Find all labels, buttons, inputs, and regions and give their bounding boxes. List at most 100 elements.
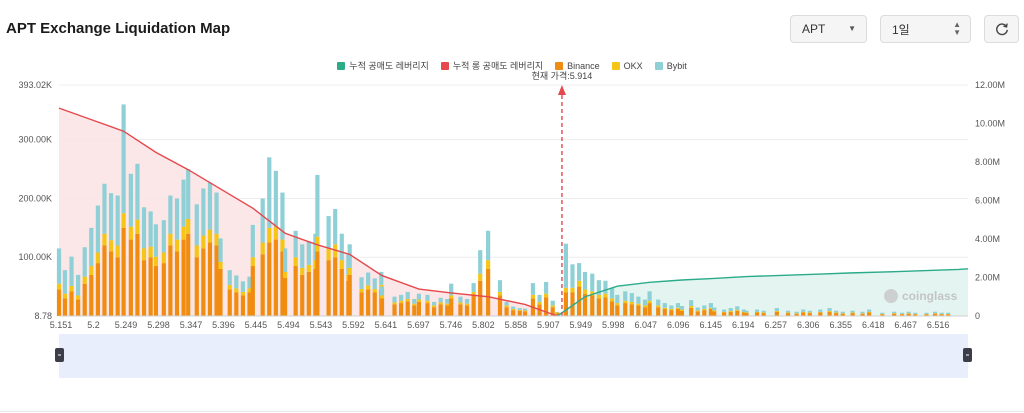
bar-okx: [181, 226, 186, 240]
bar-binance: [785, 313, 791, 316]
legend-label: Bybit: [666, 60, 687, 71]
bar-bybit: [818, 309, 823, 312]
bar-binance: [306, 271, 311, 316]
asset-select[interactable]: APT ▼: [790, 15, 867, 43]
bar-bybit: [603, 280, 608, 294]
bar-binance: [596, 298, 601, 316]
bar-bybit: [148, 211, 153, 247]
bar-binance: [517, 310, 522, 316]
divider: [0, 411, 1024, 412]
legend-label: 누적 롱 공매도 레버리지: [452, 61, 544, 71]
bar-binance: [615, 305, 620, 316]
x-tick-label: 5.697: [407, 320, 430, 330]
bar-okx: [689, 306, 694, 308]
bar-okx: [582, 289, 588, 294]
bar-okx: [522, 310, 528, 312]
bar-okx: [449, 295, 454, 299]
bar-okx: [76, 295, 81, 300]
bar-binance: [689, 307, 694, 316]
bar-binance: [656, 307, 661, 316]
bar-binance: [431, 307, 437, 316]
bar-binance: [850, 313, 855, 316]
legend-swatch: [555, 61, 564, 70]
bar-bybit: [794, 311, 799, 314]
bar-bybit: [207, 182, 213, 230]
bar-bybit: [939, 312, 944, 314]
bar-okx: [412, 303, 417, 306]
bar-okx: [675, 307, 681, 309]
legend-swatch: [440, 61, 449, 70]
bar-bybit: [867, 309, 872, 312]
bar-binance: [186, 233, 191, 316]
bar-binance: [372, 292, 377, 316]
legend-item-long-cumulative[interactable]: 누적 롱 공매도 레버리지: [440, 59, 544, 72]
bar-bybit: [267, 157, 272, 228]
bar-okx: [735, 309, 740, 311]
bar-okx: [445, 303, 450, 306]
bar-bybit: [679, 306, 685, 310]
watermark-text: coinglass: [902, 289, 958, 303]
bar-okx: [850, 312, 855, 314]
bar-binance: [359, 292, 364, 316]
legend-item-short-cumulative[interactable]: 누적 공매도 레버리지: [337, 59, 429, 72]
range-slider-track: [59, 334, 968, 378]
bar-binance: [892, 313, 897, 316]
bar-okx: [555, 312, 560, 314]
bar-binance: [234, 292, 239, 316]
bar-binance: [267, 242, 272, 316]
chart-legend: 누적 공매도 레버리지 누적 롱 공매도 레버리지 Binance OKX By…: [0, 59, 1024, 72]
bar-bybit: [744, 310, 749, 313]
bar-binance: [728, 311, 733, 316]
bar-okx: [425, 300, 430, 304]
x-tick-label: 6.467: [894, 320, 917, 330]
bar-okx: [280, 239, 285, 252]
bar-bybit: [728, 308, 733, 312]
bar-okx: [603, 293, 608, 298]
bar-bybit: [850, 310, 855, 313]
bar-bybit: [695, 307, 700, 311]
bar-okx: [662, 307, 667, 309]
bar-okx: [642, 305, 648, 308]
x-tick-label: 5.445: [245, 320, 268, 330]
bar-binance: [102, 245, 107, 316]
bar-bybit: [615, 294, 620, 304]
bar-okx: [741, 311, 746, 313]
x-tick-label: 6.516: [927, 320, 950, 330]
bar-binance: [161, 263, 166, 316]
bar-bybit: [333, 209, 338, 245]
bar-bybit: [141, 207, 147, 249]
bar-okx: [141, 248, 147, 261]
bar-bybit: [537, 294, 542, 302]
x-tick-label: 5.249: [115, 320, 138, 330]
bar-bybit: [62, 270, 68, 294]
bar-okx: [438, 302, 443, 305]
bar-binance: [128, 239, 133, 316]
legend-item-okx[interactable]: OKX: [611, 59, 643, 72]
bar-okx: [570, 287, 575, 293]
bar-bybit: [522, 308, 528, 311]
bar-binance: [761, 313, 766, 316]
bar-binance: [511, 310, 516, 316]
bar-bybit: [486, 230, 491, 261]
bar-bybit: [128, 173, 133, 227]
bar-bybit: [647, 291, 652, 301]
bar-okx: [399, 300, 404, 304]
bar-binance: [201, 248, 206, 316]
bar-binance: [416, 301, 422, 316]
y-right-tick-label: 10.00M: [975, 119, 1005, 129]
bar-binance: [273, 239, 278, 316]
bar-bybit: [425, 294, 430, 301]
range-select[interactable]: 1일 ▲ ▼: [880, 15, 971, 43]
bar-binance: [471, 295, 476, 316]
refresh-button[interactable]: [984, 15, 1019, 43]
bar-bybit: [642, 299, 648, 306]
legend-item-bybit[interactable]: Bybit: [654, 59, 687, 72]
bar-bybit: [412, 298, 417, 304]
x-tick-label: 5.746: [440, 320, 463, 330]
bar-bybit: [504, 301, 509, 306]
legend-item-binance[interactable]: Binance: [555, 59, 600, 72]
bar-bybit: [315, 174, 320, 237]
bar-binance: [250, 266, 255, 316]
bar-binance: [366, 289, 371, 316]
bar-bybit: [913, 312, 918, 314]
